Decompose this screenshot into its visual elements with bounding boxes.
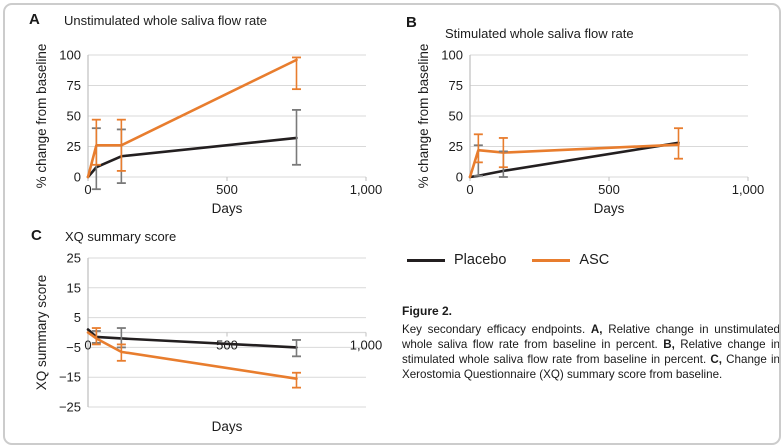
svg-text:XQ summary score: XQ summary score	[34, 275, 49, 391]
svg-text:1,000: 1,000	[732, 182, 765, 197]
panel-a-title: Unstimulated whole saliva flow rate	[64, 13, 268, 28]
svg-text:50: 50	[449, 109, 463, 124]
svg-text:100: 100	[441, 48, 463, 63]
svg-text:−5: −5	[66, 340, 81, 355]
caption-body: Key secondary efficacy endpoints. A, Rel…	[402, 323, 781, 381]
svg-text:50: 50	[67, 109, 81, 124]
svg-text:75: 75	[67, 78, 81, 93]
svg-text:5: 5	[74, 310, 81, 325]
chart-B: 0 500 1,000 0 25 50 75 100 Days % change from bas…	[416, 44, 764, 216]
panel-c-label: C	[31, 227, 43, 244]
svg-text:Days: Days	[212, 419, 243, 434]
svg-text:1,000: 1,000	[350, 182, 383, 197]
svg-text:500: 500	[216, 182, 238, 197]
svg-text:Days: Days	[212, 201, 243, 216]
legend-item-asc: ASC	[532, 252, 609, 268]
svg-text:15: 15	[67, 280, 81, 295]
svg-text:25: 25	[67, 251, 81, 266]
placebo-line-swatch	[407, 258, 445, 262]
svg-text:% change from baseline: % change from baseline	[416, 44, 431, 189]
svg-text:Days: Days	[594, 201, 625, 216]
panel-b-title: Stimulated whole saliva flow rate	[445, 26, 634, 41]
legend-label-asc: ASC	[579, 252, 610, 268]
svg-text:−25: −25	[59, 400, 81, 415]
legend-item-placebo: Placebo	[407, 252, 506, 268]
svg-text:−15: −15	[59, 370, 81, 385]
caption-title: Figure 2.	[402, 304, 453, 318]
panel-c-title: XQ summary score	[65, 229, 177, 244]
svg-text:500: 500	[598, 182, 620, 197]
svg-text:1,000: 1,000	[350, 338, 383, 353]
svg-text:0: 0	[84, 182, 91, 197]
svg-text:25: 25	[67, 139, 81, 154]
chart-A: 0 500 1,000 0 25 50 75 100 Days % change from bas…	[34, 44, 382, 216]
panel-a-label: A	[29, 11, 41, 28]
svg-text:0: 0	[84, 338, 91, 353]
svg-text:100: 100	[59, 48, 81, 63]
figure-caption: Figure 2. Key secondary efficacy endpoin…	[402, 304, 780, 382]
svg-text:% change from baseline: % change from baseline	[34, 44, 49, 189]
asc-line-swatch	[532, 258, 571, 262]
svg-text:0: 0	[74, 170, 81, 185]
svg-text:25: 25	[449, 139, 463, 154]
svg-text:0: 0	[456, 170, 463, 185]
svg-text:0: 0	[466, 182, 473, 197]
svg-text:75: 75	[449, 78, 463, 93]
legend-label-placebo: Placebo	[454, 252, 507, 268]
legend: Placebo ASC	[407, 250, 609, 270]
panel-b-label: B	[406, 14, 418, 31]
